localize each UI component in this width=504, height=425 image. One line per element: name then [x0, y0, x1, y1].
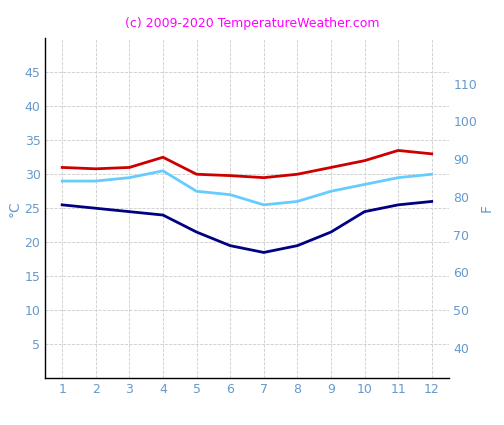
Y-axis label: F: F: [480, 204, 494, 212]
Text: (c) 2009-2020 TemperatureWeather.com: (c) 2009-2020 TemperatureWeather.com: [125, 17, 379, 30]
Y-axis label: °C: °C: [8, 200, 22, 217]
